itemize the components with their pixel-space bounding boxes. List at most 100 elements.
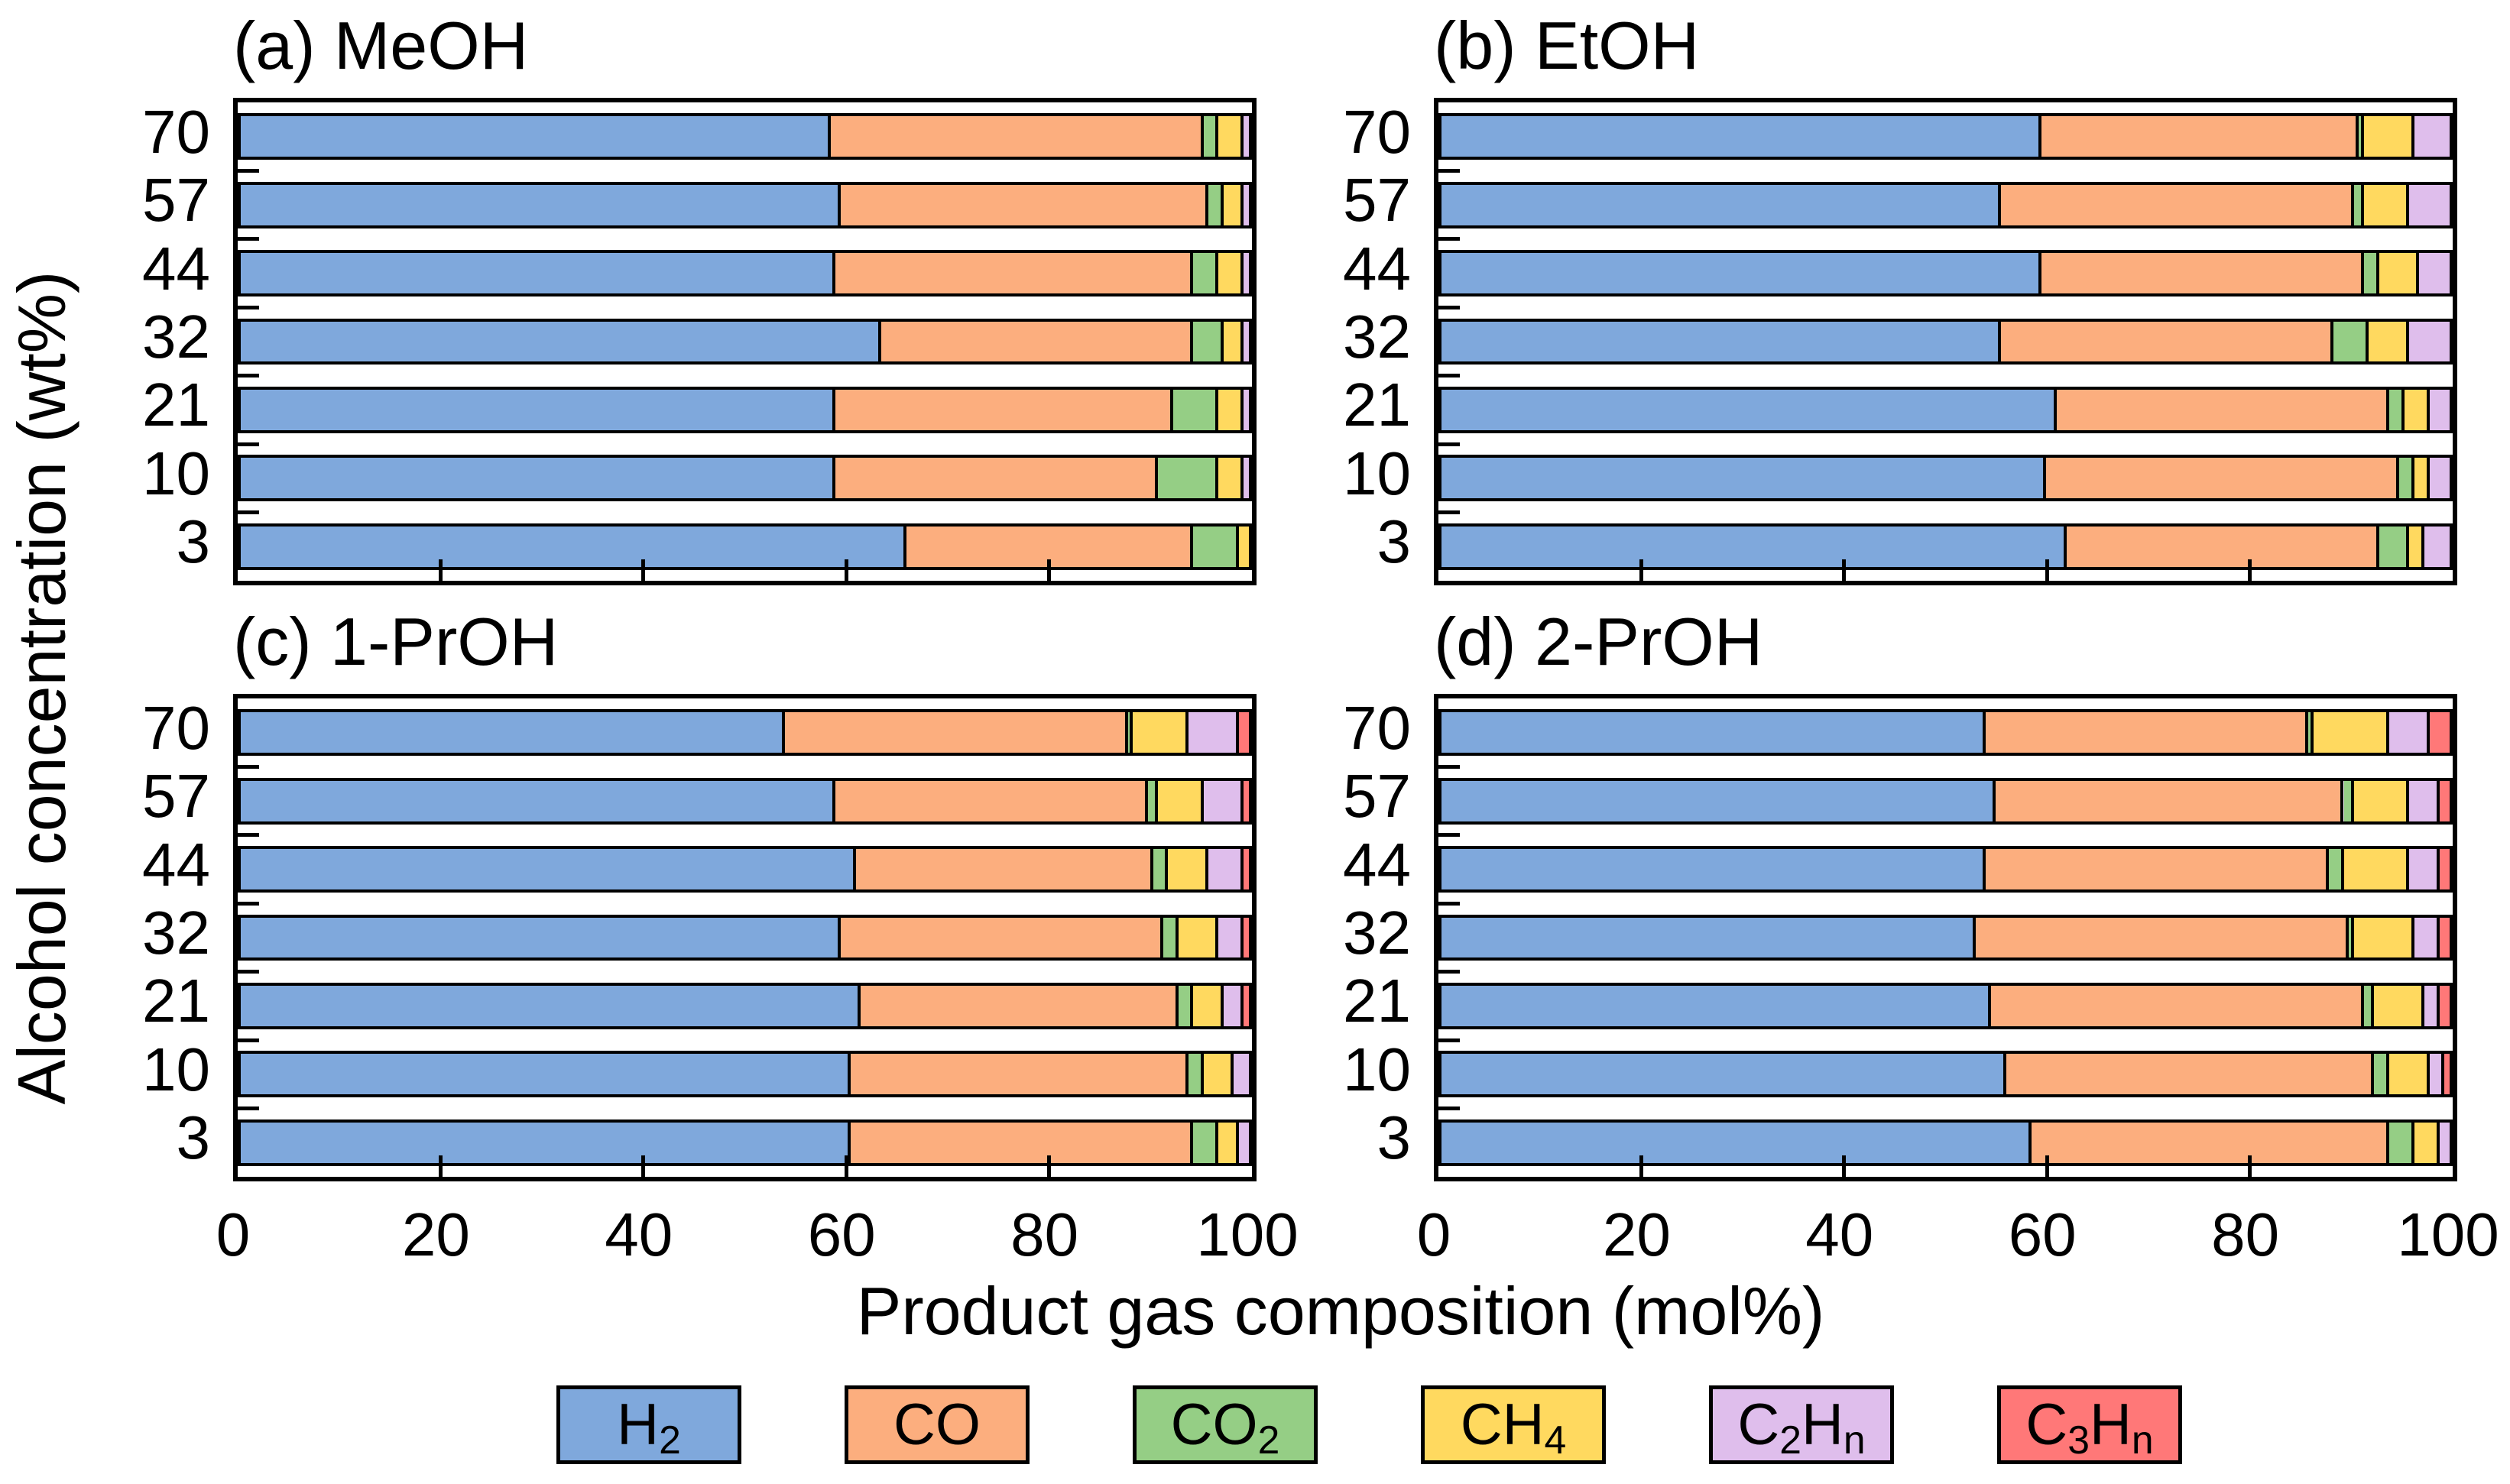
x-tick <box>641 1155 646 1177</box>
x-tick <box>2248 559 2252 581</box>
bar-segment-c2hn <box>1188 712 1239 753</box>
x-tick <box>1842 559 1847 581</box>
y-tick-label-c: 44 <box>142 830 210 899</box>
bar-segment-h2 <box>1441 321 2002 362</box>
bar-segment-co <box>855 849 1153 889</box>
bar-segment-co2 <box>2333 321 2369 362</box>
y-tick-label-a: 21 <box>142 371 210 439</box>
bar-segment-co <box>861 986 1179 1026</box>
bar-segment-co <box>2041 116 2359 157</box>
bar-row-a-21 <box>238 387 1252 433</box>
legend-label-part: C <box>2025 1392 2068 1457</box>
bar-segment-c2hn <box>2419 253 2450 293</box>
y-tick-label-d: 57 <box>1343 762 1411 831</box>
bar-segment-co <box>835 458 1159 499</box>
plot-area-d <box>1434 694 2457 1181</box>
bar-row-c-70 <box>238 709 1252 757</box>
x-tick <box>2045 1155 2049 1177</box>
y-tick-label-c: 57 <box>142 762 210 831</box>
bar-segment-co2 <box>2363 986 2375 1026</box>
plot-area-a <box>233 98 1257 585</box>
bar-segment-h2 <box>241 458 836 499</box>
y-tick-label-c: 32 <box>142 899 210 967</box>
bar-segment-co2 <box>2374 1054 2389 1095</box>
bar-segment-co <box>1986 849 2329 889</box>
y-minor-tick <box>1438 237 1460 241</box>
bar-row-d-10 <box>1438 1051 2453 1098</box>
bar-row-a-44 <box>238 250 1252 296</box>
bar-segment-co2 <box>2353 184 2364 225</box>
y-minor-tick <box>238 970 259 974</box>
bar-segment-co2 <box>1208 184 1224 225</box>
bar-segment-ch4 <box>1168 849 1209 889</box>
legend-item-c3hn: C3Hn <box>1997 1385 2182 1464</box>
bar-row-b-10 <box>1438 455 2453 502</box>
bar-segment-c2hn <box>1218 917 1244 958</box>
legend-label-part: C <box>1737 1392 1780 1457</box>
y-minor-tick <box>1438 374 1460 378</box>
y-minor-tick <box>238 374 259 378</box>
bar-row-a-3 <box>238 523 1252 570</box>
bar-segment-h2 <box>1441 917 1977 958</box>
bar-segment-h2 <box>1441 390 2057 430</box>
bar-row-a-57 <box>238 181 1252 228</box>
bar-segment-c3hn <box>1238 712 1249 753</box>
bar-segment-h2 <box>241 321 881 362</box>
bar-segment-ch4 <box>2388 1054 2430 1095</box>
bar-segment-ch4 <box>1218 116 1244 157</box>
x-tick-label: 0 <box>1416 1200 1451 1269</box>
legend-label-part: 4 <box>1544 1417 1567 1462</box>
bar-segment-ch4 <box>1193 986 1224 1026</box>
y-tick-label-d: 21 <box>1343 967 1411 1035</box>
legend-label-part: H <box>617 1392 660 1457</box>
x-tick <box>438 559 443 581</box>
y-minor-tick <box>238 1107 259 1111</box>
x-tick-label: 0 <box>216 1200 251 1269</box>
bar-segment-c3hn <box>2439 986 2450 1026</box>
x-tick <box>2045 559 2049 581</box>
bar-segment-co2 <box>2328 849 2344 889</box>
x-tick <box>1842 1155 1847 1177</box>
bar-segment-co <box>840 184 1209 225</box>
bar-segment-ch4 <box>2353 780 2410 821</box>
bar-segment-co2 <box>1188 1054 1204 1095</box>
bar-segment-ch4 <box>2374 986 2424 1026</box>
bar-row-b-57 <box>1438 181 2453 228</box>
bar-row-b-21 <box>1438 387 2453 433</box>
y-tick-label-b: 70 <box>1343 97 1411 166</box>
bar-segment-c2hn <box>2424 986 2440 1026</box>
bar-segment-c2hn <box>2388 712 2430 753</box>
bar-segment-h2 <box>241 849 856 889</box>
bar-segment-ch4 <box>2414 1122 2440 1163</box>
bar-row-d-21 <box>1438 983 2453 1029</box>
bar-segment-ch4 <box>2363 116 2414 157</box>
bar-segment-h2 <box>1441 184 2002 225</box>
legend-label-co: CO <box>893 1395 981 1454</box>
bar-row-d-44 <box>1438 846 2453 893</box>
bar-segment-c2hn <box>2409 849 2440 889</box>
legend-label-part: n <box>1843 1417 1866 1462</box>
legend-label-part: H <box>1801 1392 1844 1457</box>
bar-segment-co2 <box>1163 917 1179 958</box>
y-minor-tick <box>1438 764 1460 769</box>
bar-segment-co <box>850 1122 1194 1163</box>
bar-segment-h2 <box>241 986 861 1026</box>
x-tick-label: 100 <box>1196 1200 1299 1269</box>
bar-segment-h2 <box>241 917 841 958</box>
bar-segment-co <box>835 253 1194 293</box>
legend-item-c2hn: C2Hn <box>1709 1385 1894 1464</box>
panel-title-a: (a) MeOH <box>233 8 529 83</box>
y-minor-tick <box>238 833 259 838</box>
y-minor-tick <box>238 305 259 309</box>
legend-label-h2: H2 <box>617 1395 681 1460</box>
bar-segment-c3hn <box>2439 917 2450 958</box>
bar-segment-ch4 <box>1203 1054 1234 1095</box>
bar-segment-c3hn <box>2429 712 2450 753</box>
bar-segment-h2 <box>1441 458 2047 499</box>
bar-segment-ch4 <box>1218 390 1244 430</box>
bar-segment-ch4 <box>1238 526 1249 567</box>
bar-segment-ch4 <box>1218 1122 1239 1163</box>
bar-segment-ch4 <box>2353 917 2414 958</box>
bar-segment-co <box>835 780 1149 821</box>
bar-segment-c3hn <box>1244 849 1249 889</box>
